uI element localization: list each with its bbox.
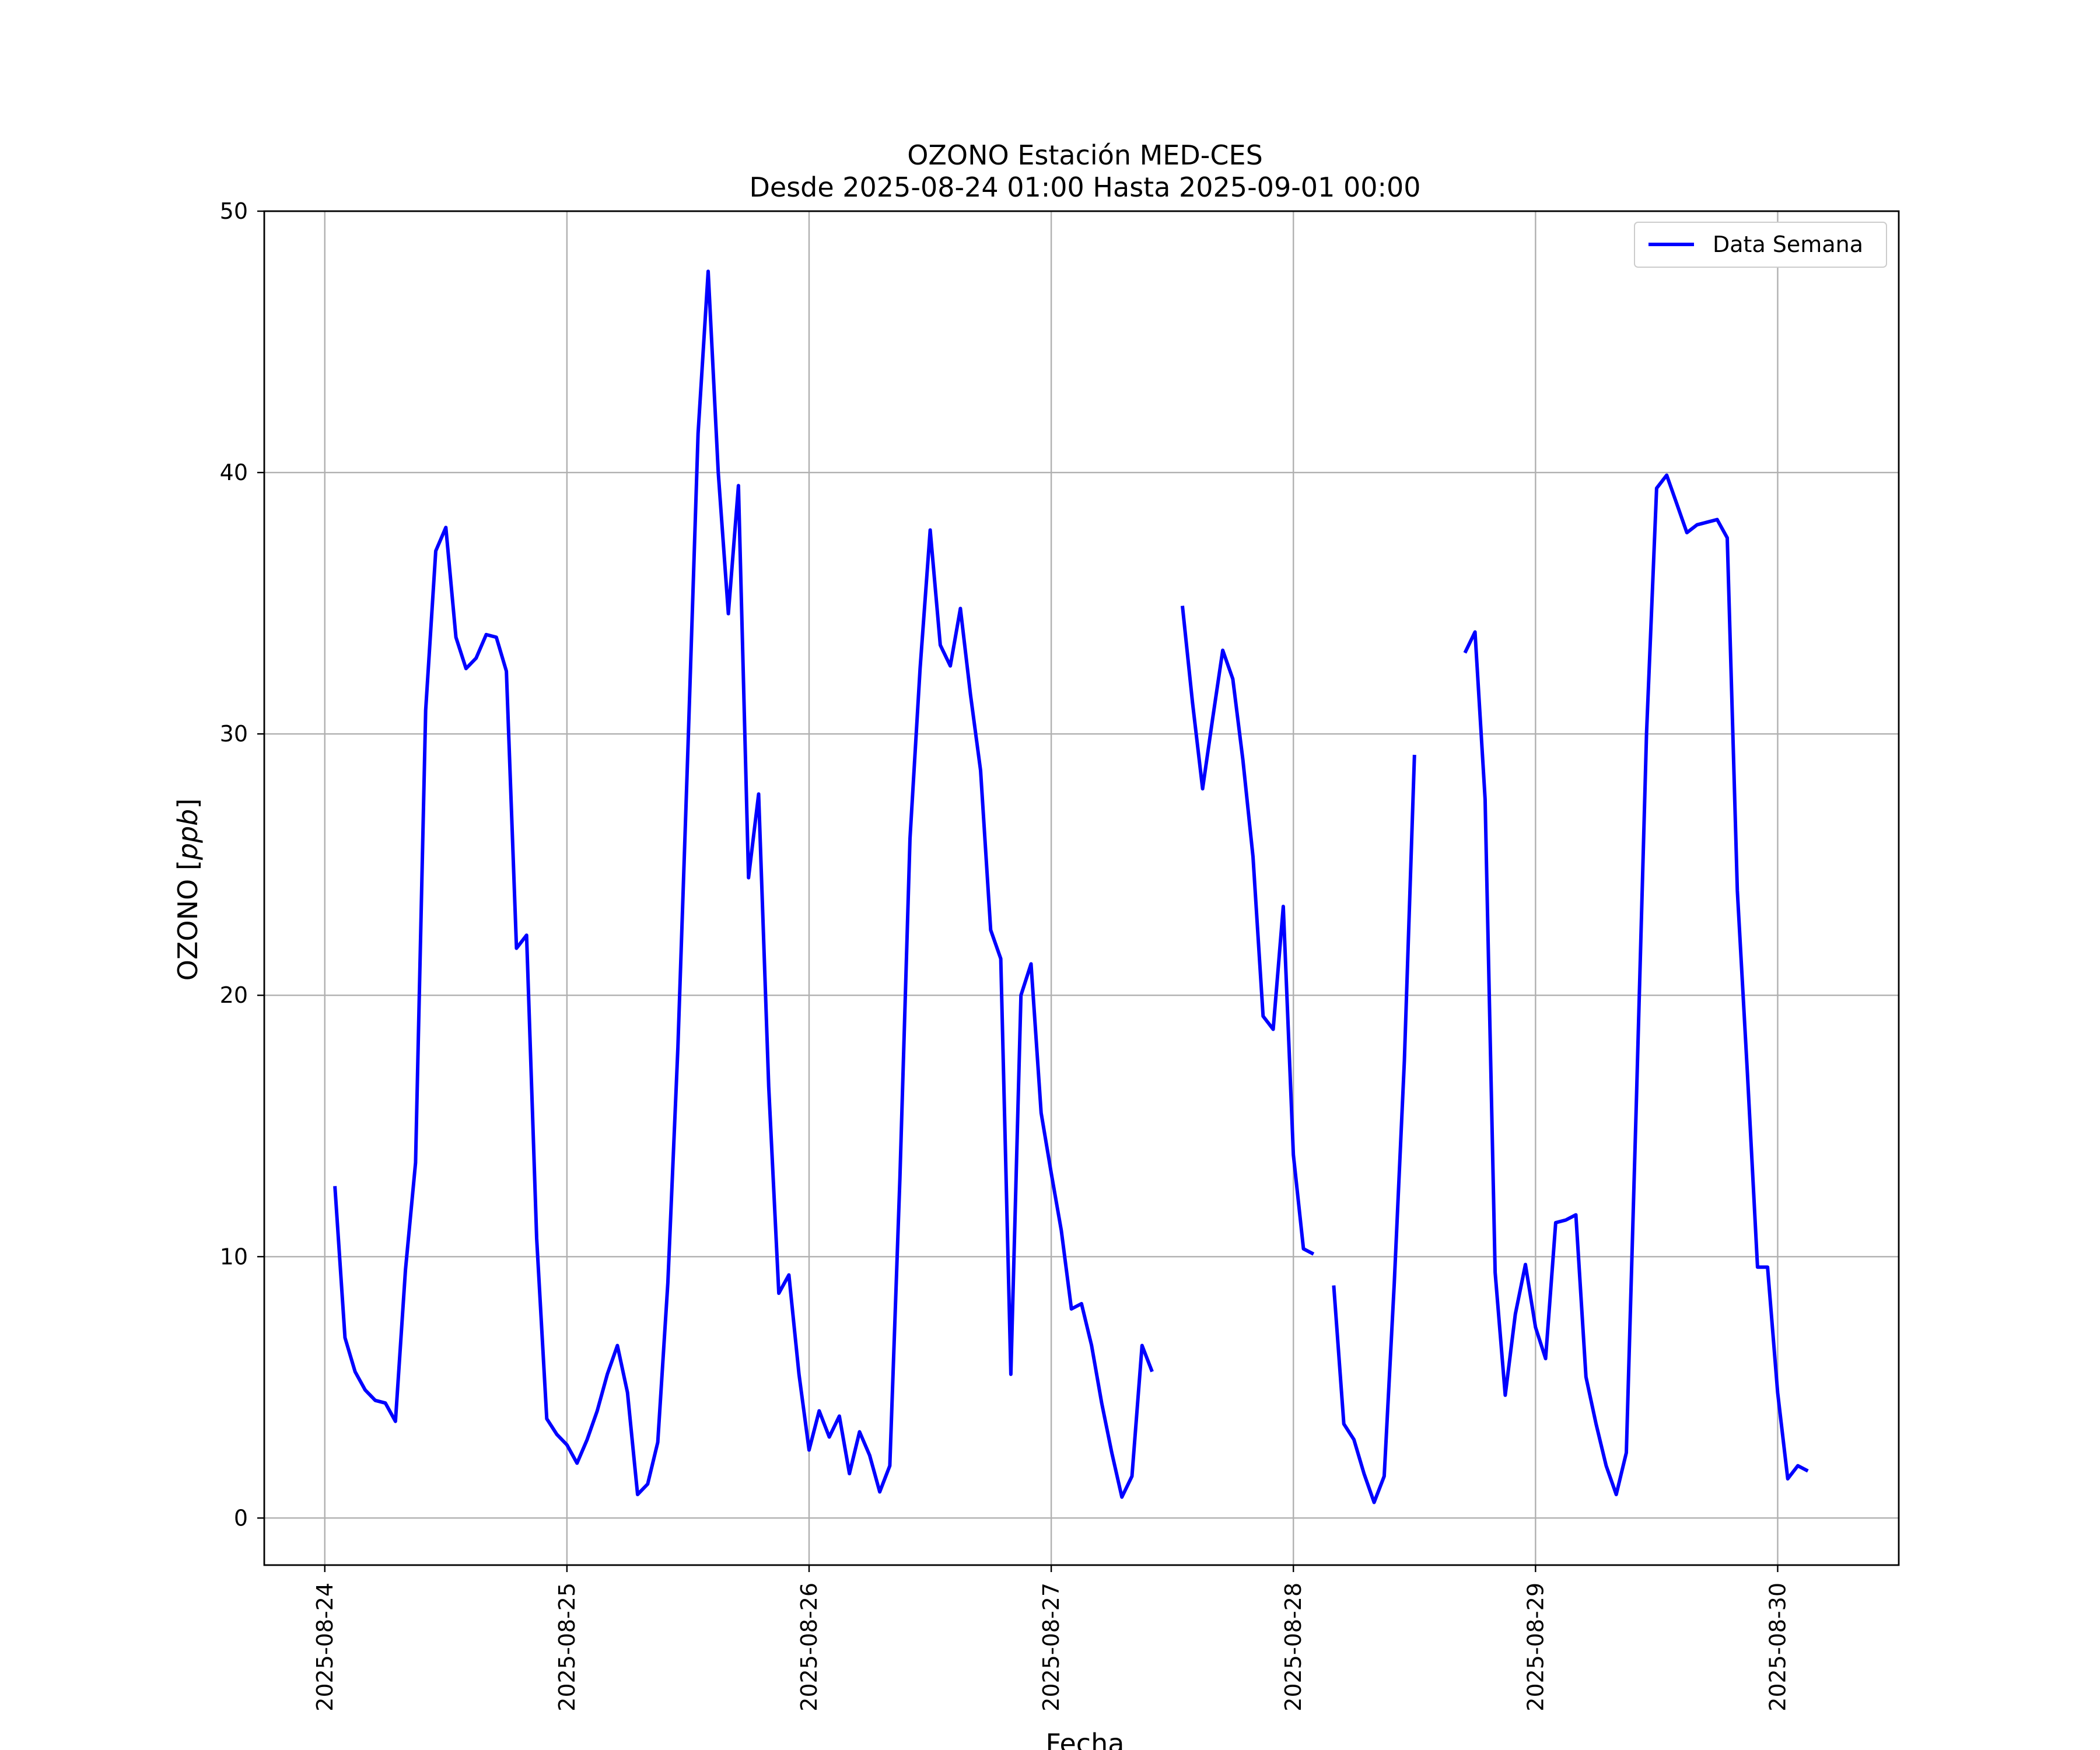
- legend-label: Data Semana: [1713, 232, 1863, 257]
- y-axis-label-close: ]: [172, 799, 204, 809]
- x-tick-label: 2025-08-24: [312, 1583, 338, 1712]
- y-axis-label-open: [: [172, 860, 204, 879]
- x-tick-label: 2025-08-28: [1280, 1583, 1306, 1712]
- y-axis-label-main: OZONO: [172, 879, 204, 981]
- series-0-segment: [1332, 754, 1416, 1504]
- x-axis-label: Fecha: [1046, 1728, 1125, 1750]
- data-series-line: [333, 270, 1809, 1504]
- series-0-segment: [1463, 473, 1809, 1496]
- y-axis-label-unit: ppb: [172, 809, 204, 861]
- plot-frame: [263, 210, 1900, 1566]
- series-0-segment: [333, 270, 1154, 1499]
- y-tick-label: 10: [220, 1244, 248, 1269]
- y-tick-label: 50: [220, 198, 248, 224]
- x-tick-label: 2025-08-29: [1522, 1583, 1548, 1712]
- legend: Data Semana: [1634, 222, 1887, 268]
- x-axis-ticks: 2025-08-24 2025-08-25 2025-08-26 2025-08-27…: [312, 1565, 1790, 1712]
- y-axis-label: OZONO [ppb]: [172, 799, 204, 981]
- y-tick-label: 20: [220, 982, 248, 1008]
- legend-box: [1634, 222, 1887, 268]
- y-axis-ticks: 0 10 20 30 40 50: [220, 198, 264, 1531]
- y-tick-label: 30: [220, 721, 248, 747]
- axes: [263, 210, 1900, 1566]
- grid-lines: [264, 210, 1899, 1565]
- x-tick-label: 2025-08-27: [1038, 1583, 1064, 1712]
- y-tick-label: 40: [220, 460, 248, 485]
- x-tick-label: 2025-08-26: [796, 1583, 822, 1712]
- x-tick-label: 2025-08-30: [1765, 1583, 1790, 1712]
- series-0-segment: [1181, 606, 1315, 1256]
- chart-subtitle: Desde 2025-08-24 01:00 Hasta 2025-09-01 …: [749, 172, 1420, 203]
- chart-title: OZONO Estación MED-CES: [907, 139, 1263, 171]
- x-tick-label: 2025-08-25: [554, 1583, 580, 1712]
- y-tick-label: 0: [234, 1505, 248, 1531]
